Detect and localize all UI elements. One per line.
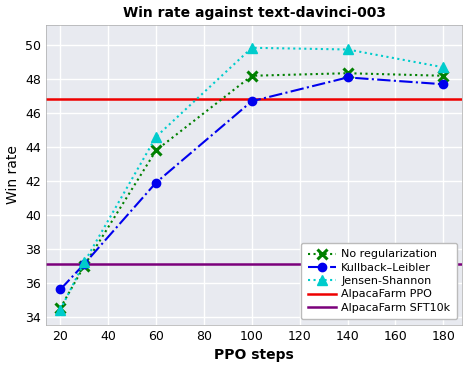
No regularization (440, 74, 446, 78)
AlpacaFarm PPO (10, 97, 15, 102)
No regularization (81, 263, 87, 268)
Jensen-Shannon (58, 308, 63, 312)
X-axis label: PPO steps: PPO steps (214, 348, 294, 362)
Jensen-Shannon (440, 65, 446, 70)
Jensen-Shannon (81, 260, 87, 265)
No regularization (249, 74, 255, 78)
Line: Jensen-Shannon: Jensen-Shannon (56, 43, 448, 315)
Line: Kullback–Leibler: Kullback–Leibler (56, 73, 447, 294)
Kullback–Leibler (249, 99, 255, 103)
Legend: No regularization, Kullback–Leibler, Jensen-Shannon, AlpacaFarm PPO, AlpacaFarm : No regularization, Kullback–Leibler, Jen… (301, 243, 457, 319)
No regularization (58, 306, 63, 310)
Title: Win rate against text-davinci-003: Win rate against text-davinci-003 (123, 6, 386, 20)
AlpacaFarm SFT10k (10, 262, 15, 266)
Jensen-Shannon (153, 135, 159, 139)
Jensen-Shannon (345, 47, 351, 52)
Jensen-Shannon (249, 46, 255, 50)
AlpacaFarm SFT10k (12, 262, 18, 266)
No regularization (153, 148, 159, 153)
Kullback–Leibler (153, 180, 159, 185)
Kullback–Leibler (345, 75, 351, 79)
Line: No regularization: No regularization (56, 68, 448, 313)
Y-axis label: Win rate: Win rate (6, 145, 20, 204)
Kullback–Leibler (81, 262, 87, 266)
No regularization (345, 71, 351, 75)
AlpacaFarm PPO (12, 97, 18, 102)
Kullback–Leibler (58, 287, 63, 291)
Kullback–Leibler (440, 82, 446, 86)
